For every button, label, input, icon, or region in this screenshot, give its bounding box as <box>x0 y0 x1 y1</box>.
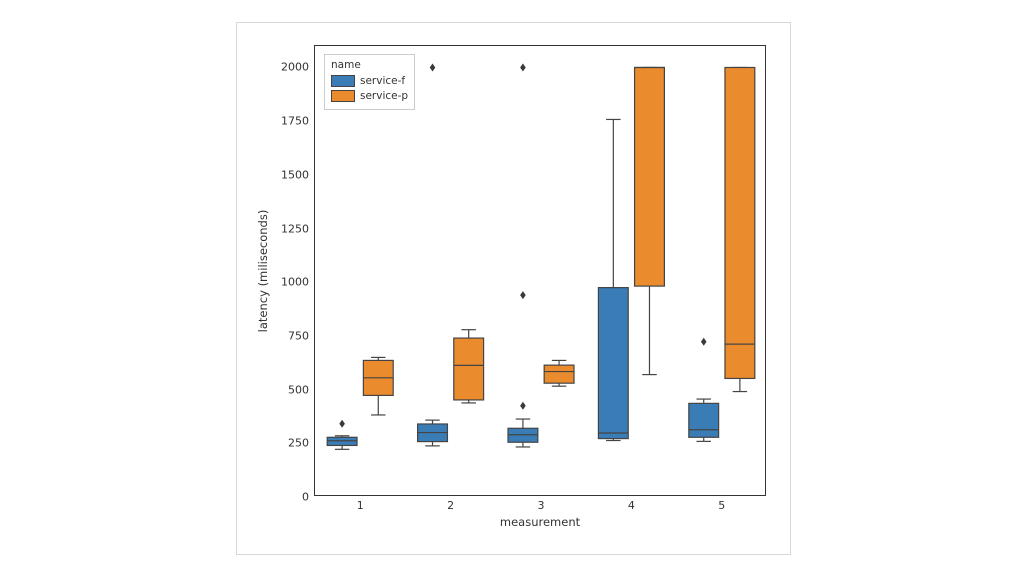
y-tick-label: 1500 <box>281 168 315 181</box>
x-tick-label: 2 <box>447 495 454 512</box>
legend-swatch <box>331 90 355 102</box>
legend-label: service-p <box>360 90 408 102</box>
boxplot-svg <box>315 46 767 497</box>
y-tick-label: 0 <box>302 491 315 504</box>
y-tick-label: 750 <box>288 329 315 342</box>
plot-area: latency (miliseconds) measurement name s… <box>314 45 766 496</box>
chart-frame: latency (miliseconds) measurement name s… <box>236 22 791 555</box>
legend-title: name <box>331 59 408 71</box>
legend-item: service-p <box>331 88 408 103</box>
legend-item: service-f <box>331 73 408 88</box>
x-tick-label: 1 <box>357 495 364 512</box>
y-tick-label: 1250 <box>281 222 315 235</box>
legend: name service-f service-p <box>324 54 415 110</box>
legend-label: service-f <box>360 75 405 87</box>
y-tick-label: 500 <box>288 383 315 396</box>
x-tick-label: 4 <box>628 495 635 512</box>
y-tick-label: 2000 <box>281 61 315 74</box>
y-axis-label: latency (miliseconds) <box>256 209 270 332</box>
legend-swatch <box>331 75 355 87</box>
y-tick-label: 250 <box>288 437 315 450</box>
y-tick-label: 1000 <box>281 276 315 289</box>
x-tick-label: 5 <box>718 495 725 512</box>
y-tick-label: 1750 <box>281 115 315 128</box>
x-axis-label: measurement <box>500 515 580 529</box>
x-tick-label: 3 <box>538 495 545 512</box>
